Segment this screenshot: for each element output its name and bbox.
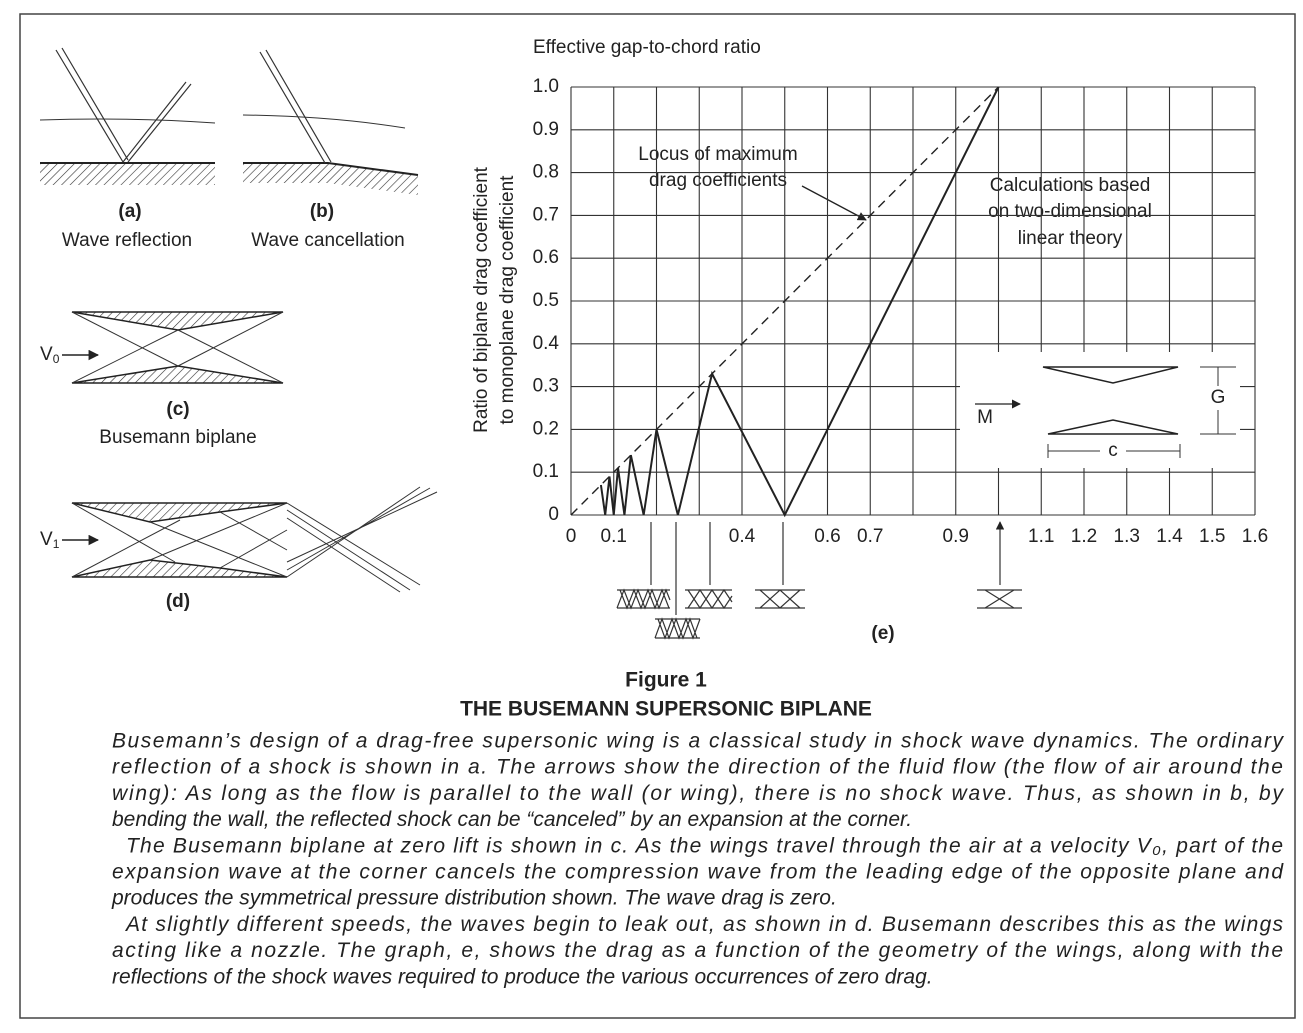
y-tick-label: 1.0 xyxy=(533,76,559,97)
annotation: linear theory xyxy=(1018,228,1123,249)
panel-label: (e) xyxy=(871,623,894,644)
figure-frame xyxy=(19,13,1296,1019)
x-tick-label: 0.9 xyxy=(943,526,969,547)
panel-b-drawing xyxy=(242,49,419,195)
y-axis-label: Ratio of biplane drag coefficient xyxy=(471,166,492,433)
chart-title: Effective gap-to-chord ratio xyxy=(533,37,761,58)
caption-line: The Busemann biplane at zero lift is sho… xyxy=(126,834,1283,857)
velocity-symbol: V xyxy=(40,344,53,365)
figure-title: THE BUSEMANN SUPERSONIC BIPLANE xyxy=(460,698,872,721)
panel-caption: Wave reflection xyxy=(62,230,192,251)
y-tick-label: 0.2 xyxy=(533,418,559,439)
x-tick-label: 0.4 xyxy=(729,526,756,547)
inset xyxy=(960,352,1240,468)
caption-body: Busemann’s design of a drag-free superso… xyxy=(111,730,1285,989)
x-tick-label: 0 xyxy=(566,526,577,547)
velocity-label: V1 xyxy=(40,529,60,551)
annotation: Calculations based xyxy=(990,175,1151,196)
panel-d-drawing xyxy=(62,486,438,593)
x-tick-label: 1.1 xyxy=(1028,526,1054,547)
y-tick-label: 0.3 xyxy=(533,376,559,397)
inset-label: c xyxy=(1108,440,1118,461)
panel-label: (b) xyxy=(310,201,334,222)
reflection-sketches xyxy=(616,522,1022,640)
panel-label: (d) xyxy=(166,591,190,612)
caption-line: reflections of the shock waves required … xyxy=(112,965,933,988)
panel-label: (c) xyxy=(166,399,189,420)
x-tick-label: 1.4 xyxy=(1156,526,1183,547)
caption-line: wing): As long as the flow is parallel t… xyxy=(112,782,1284,805)
y-tick-label: 0.5 xyxy=(533,290,559,311)
annotation: Locus of maximum xyxy=(638,144,797,165)
annotation-background xyxy=(972,170,1168,254)
caption-line: expansion wave at the corner cancels the… xyxy=(112,861,1284,884)
inset-label: M xyxy=(977,407,993,428)
x-tick-label: 1.6 xyxy=(1242,526,1268,547)
y-tick-label: 0.1 xyxy=(533,461,559,482)
x-tick-label: 0.1 xyxy=(601,526,627,547)
data-line xyxy=(570,86,999,516)
x-tick-label: 1.5 xyxy=(1199,526,1225,547)
panel-a-drawing xyxy=(39,47,216,185)
panel-caption: Wave cancellation xyxy=(251,230,404,251)
x-tick-label: 0.6 xyxy=(814,526,840,547)
y-tick-label: 0 xyxy=(548,504,559,525)
caption-line: reflection of a shock is shown in a. The… xyxy=(112,756,1283,779)
caption-line: Busemann’s design of a drag-free superso… xyxy=(112,730,1285,753)
y-tick-label: 0.6 xyxy=(533,247,559,268)
panel-c-drawing xyxy=(62,311,284,384)
x-tick-label: 1.3 xyxy=(1114,526,1140,547)
inset-label: G xyxy=(1211,387,1226,408)
panel-label: (a) xyxy=(118,201,141,222)
caption-line: acting like a nozzle. The graph, e, show… xyxy=(112,939,1283,962)
velocity-subscript: 1 xyxy=(53,537,60,551)
annotation: on two-dimensional xyxy=(988,201,1152,222)
panel-caption: Busemann biplane xyxy=(99,427,256,448)
velocity-subscript: 0 xyxy=(53,352,60,366)
y-tick-label: 0.9 xyxy=(533,119,559,140)
velocity-symbol: V xyxy=(40,529,53,550)
annotation: drag coefficients xyxy=(649,170,787,191)
caption-line: bending the wall, the reflected shock ca… xyxy=(112,808,912,831)
x-tick-label: 1.2 xyxy=(1071,526,1097,547)
figure-number: Figure 1 xyxy=(625,669,707,692)
y-tick-label: 0.8 xyxy=(533,162,559,183)
y-axis-label: to monoplane drag coefficient xyxy=(497,175,518,425)
caption-line: produces the symmetrical pressure distri… xyxy=(111,887,837,910)
velocity-label: V0 xyxy=(40,344,60,366)
annotation-arrow xyxy=(801,185,867,221)
y-tick-label: 0.4 xyxy=(533,333,560,354)
caption-line: At slightly different speeds, the waves … xyxy=(124,913,1284,936)
x-tick-label: 0.7 xyxy=(857,526,883,547)
y-tick-label: 0.7 xyxy=(533,204,559,225)
